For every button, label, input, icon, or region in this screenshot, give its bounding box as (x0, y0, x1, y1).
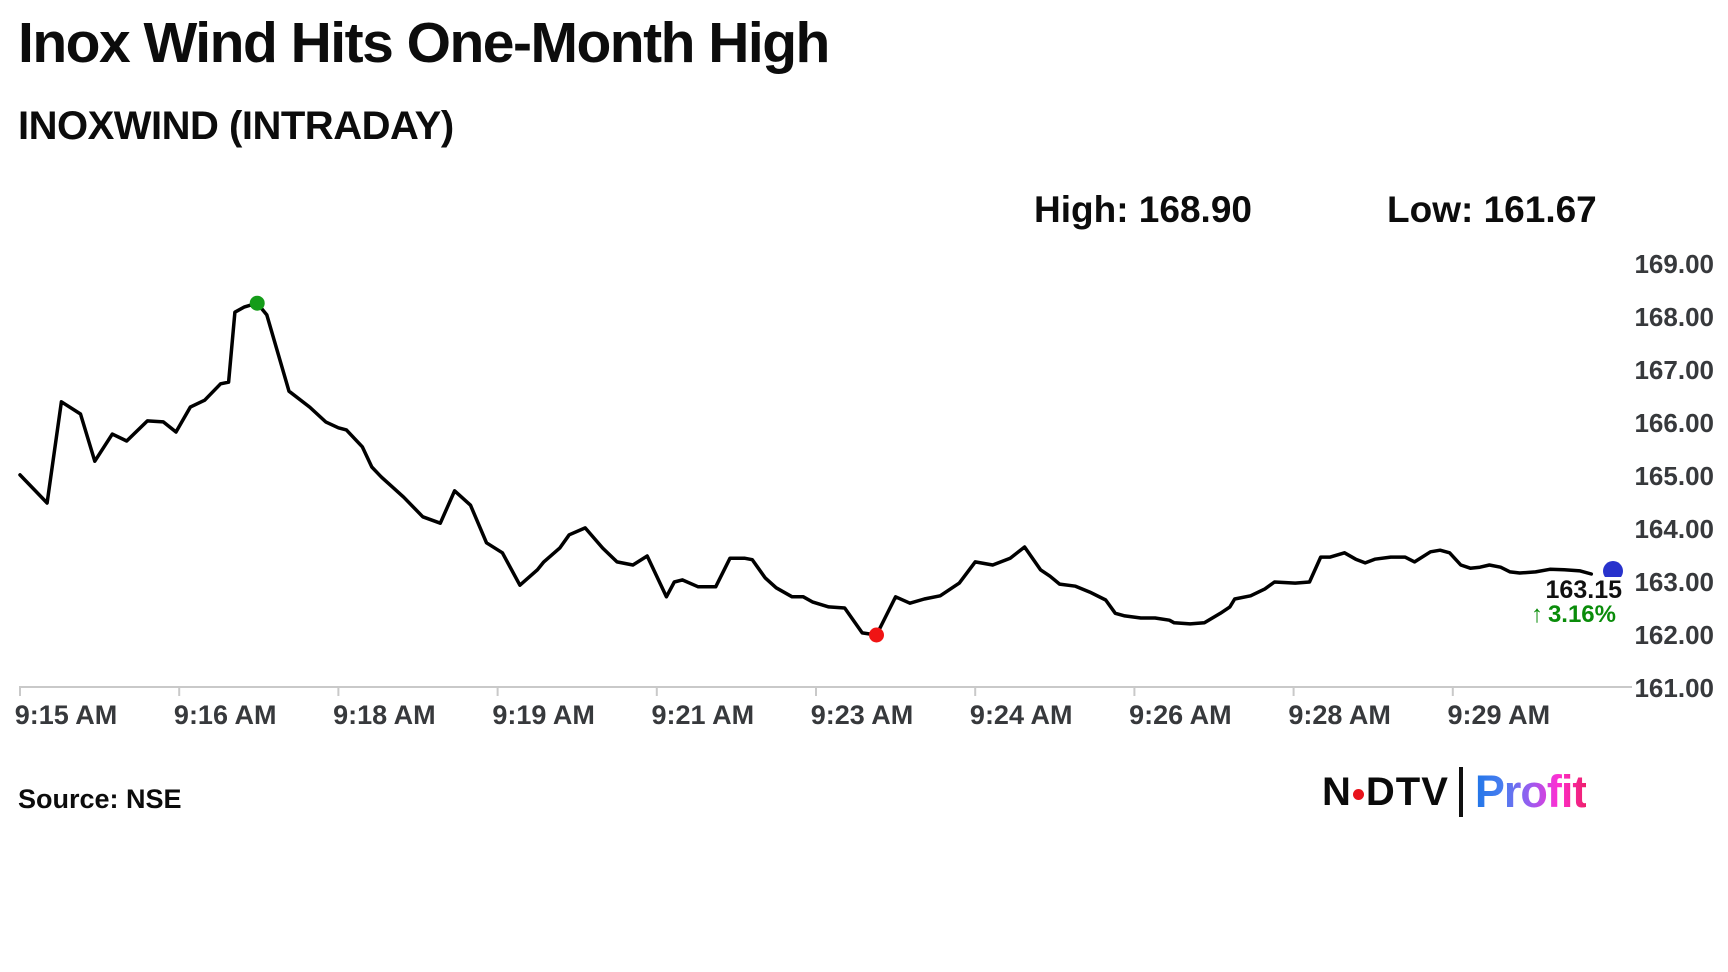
last-price-dot (1603, 561, 1623, 582)
ndtv-profit-logo: N DTV Profit (1322, 764, 1587, 820)
y-axis-label: 169.00 (1634, 249, 1714, 279)
low-marker-dot (868, 627, 884, 643)
session-low-value: Low: 161.67 (1387, 189, 1597, 230)
ndtv-wordmark: N DTV (1322, 770, 1449, 815)
x-axis-label: 9:26 AM (1129, 700, 1232, 730)
x-axis-label: 9:23 AM (811, 700, 914, 730)
ndtv-letter-n: N (1322, 769, 1352, 814)
x-axis-label: 9:24 AM (970, 700, 1073, 730)
up-arrow-icon: ↑ (1530, 601, 1543, 628)
y-axis-label: 167.00 (1634, 355, 1714, 385)
source-label: Source: NSE (18, 784, 182, 814)
x-axis-label: 9:28 AM (1288, 700, 1391, 730)
x-axis-label: 9:15 AM (15, 700, 118, 730)
y-axis-label: 166.00 (1634, 408, 1714, 438)
y-axis-label: 161.00 (1634, 673, 1714, 703)
last-price-label: 163.15 (1524, 577, 1622, 604)
ndtv-letters-dtv: DTV (1365, 769, 1449, 814)
x-axis-label: 9:19 AM (492, 700, 595, 730)
x-axis-label: 9:29 AM (1448, 700, 1551, 730)
y-axis-label: 162.00 (1634, 620, 1714, 650)
high-marker-dot (249, 295, 265, 311)
y-axis-label: 168.00 (1634, 302, 1714, 332)
change-percent-value: 3.16% (1547, 601, 1616, 628)
ticker-subtitle: INOXWIND (INTRADAY) (18, 104, 454, 148)
y-axis-label: 164.00 (1634, 514, 1714, 544)
logo-red-dot-icon (1352, 788, 1364, 800)
y-axis-label: 165.00 (1634, 461, 1714, 491)
page-title: Inox Wind Hits One-Month High (18, 11, 830, 75)
y-axis-label: 163.00 (1634, 567, 1714, 597)
x-axis-label: 9:16 AM (174, 700, 277, 730)
logo-divider (1458, 767, 1463, 817)
x-axis-label: 9:21 AM (652, 700, 755, 730)
change-percent-label: ↑ 3.16% (1456, 602, 1616, 628)
session-high-value: High: 168.90 (1034, 189, 1252, 230)
x-axis-label: 9:18 AM (333, 700, 436, 730)
profit-wordmark: Profit (1474, 766, 1587, 817)
price-line (18, 301, 1594, 637)
